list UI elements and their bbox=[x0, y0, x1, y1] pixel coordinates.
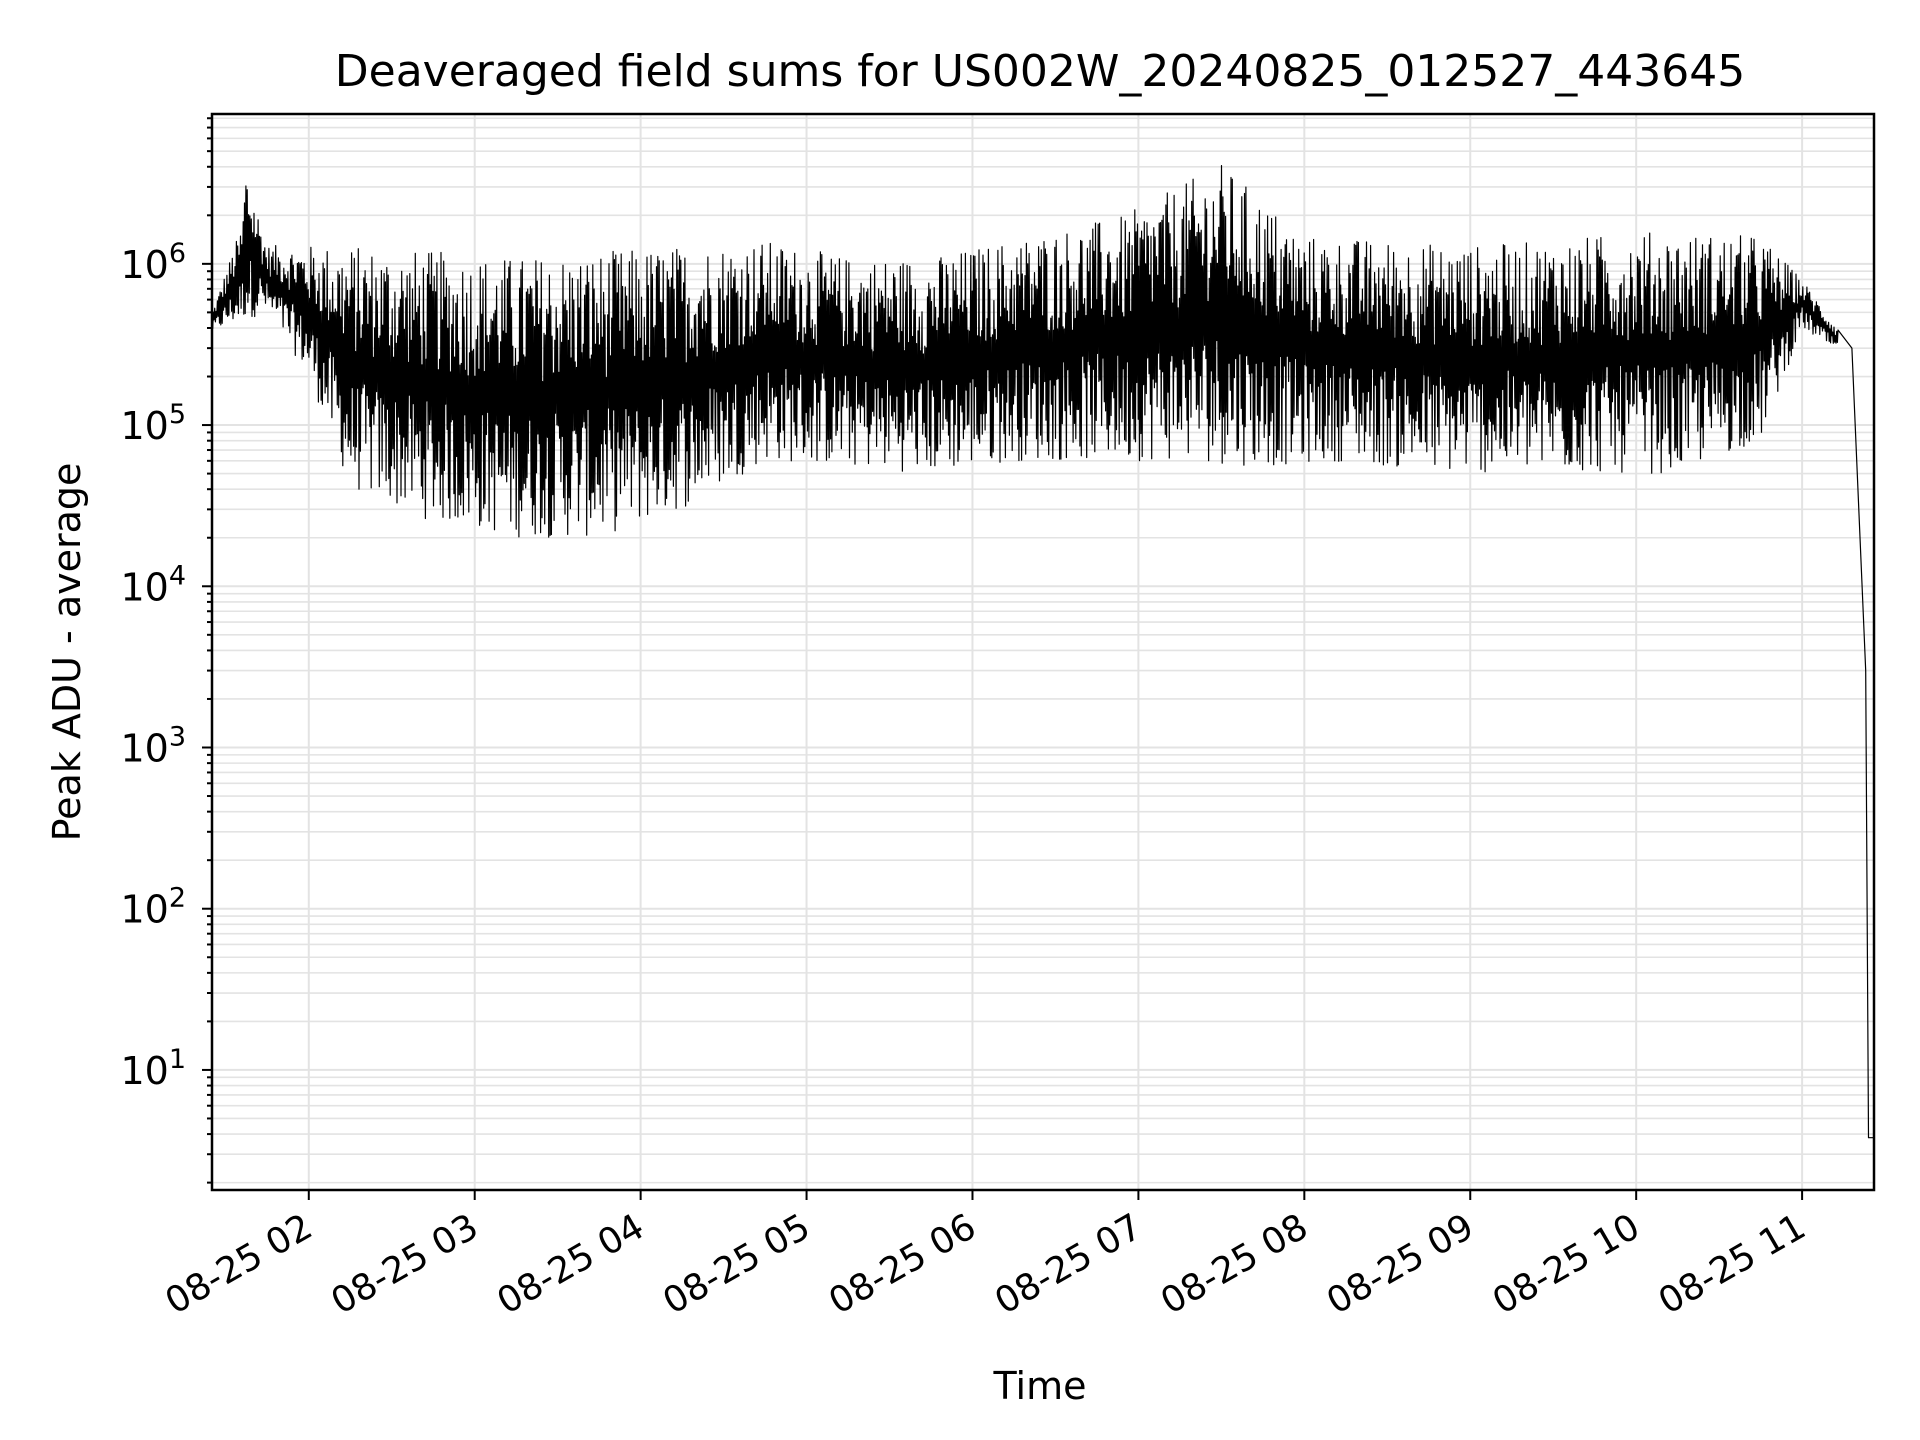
x-tick-label: 08-25 07 bbox=[988, 1206, 1149, 1322]
series-line bbox=[211, 165, 1874, 1139]
chart-title: Deaveraged field sums for US002W_2024082… bbox=[335, 46, 1746, 97]
plot-frame bbox=[210, 112, 1876, 1192]
y-tick-label: 105 bbox=[120, 399, 186, 448]
series-layer bbox=[211, 165, 1874, 1139]
x-tick-label: 08-25 09 bbox=[1320, 1206, 1481, 1322]
y-tick-label: 101 bbox=[120, 1044, 186, 1093]
x-tick-label: 08-25 03 bbox=[325, 1206, 486, 1322]
x-tick-label: 08-25 06 bbox=[822, 1206, 983, 1322]
x-tick-label: 08-25 11 bbox=[1652, 1206, 1813, 1322]
grid-lines bbox=[212, 114, 1874, 1190]
x-tick-label: 08-25 08 bbox=[1154, 1206, 1315, 1322]
y-tick-label: 104 bbox=[120, 560, 186, 609]
x-axis-label: Time bbox=[993, 1364, 1087, 1408]
y-tick-label: 103 bbox=[120, 721, 186, 770]
x-tick-label: 08-25 05 bbox=[656, 1206, 817, 1322]
x-tick-label: 08-25 10 bbox=[1486, 1206, 1647, 1322]
x-tick-label: 08-25 04 bbox=[490, 1206, 651, 1322]
y-tick-label: 102 bbox=[120, 883, 186, 932]
y-tick-label: 106 bbox=[120, 238, 186, 287]
x-tick-label: 08-25 02 bbox=[159, 1206, 320, 1322]
y-axis-label: Peak ADU - average bbox=[45, 463, 89, 842]
